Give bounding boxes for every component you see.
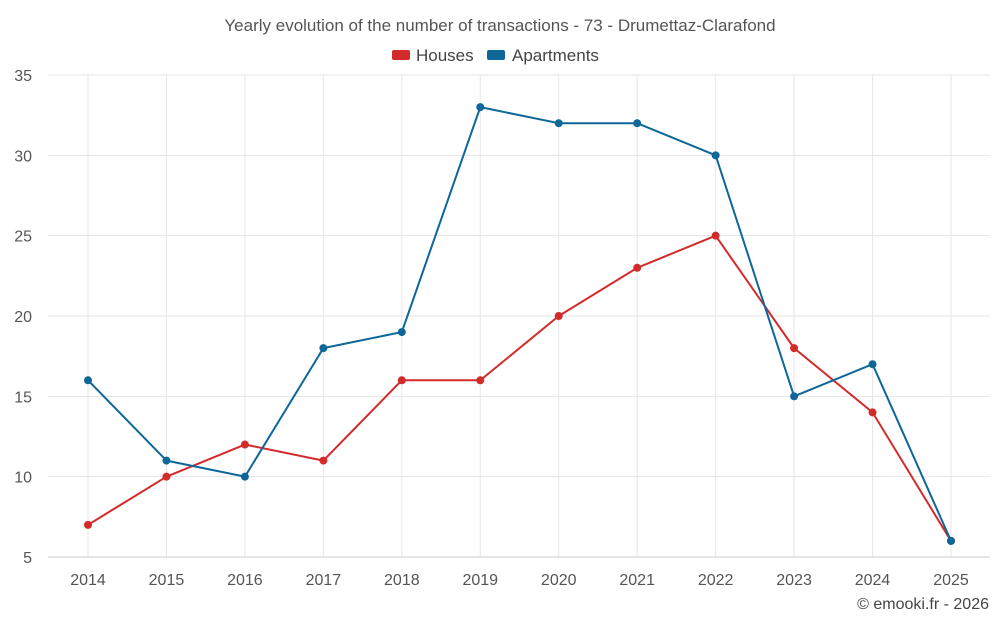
data-point-apartments[interactable] [319, 344, 328, 353]
y-tick-label: 35 [14, 68, 32, 85]
y-tick-label: 10 [14, 470, 32, 487]
data-point-apartments[interactable] [162, 456, 171, 465]
x-tick-label: 2015 [149, 572, 185, 589]
data-point-apartments[interactable] [868, 360, 877, 369]
data-point-apartments[interactable] [711, 151, 720, 160]
data-point-houses[interactable] [162, 472, 171, 481]
legend-item-houses[interactable]: Houses [392, 46, 474, 65]
data-point-houses[interactable] [868, 408, 877, 417]
y-tick-label: 5 [23, 550, 32, 567]
series-line-apartments [87, 106, 952, 542]
y-tick-label: 30 [14, 148, 32, 165]
series-line-houses [87, 234, 952, 542]
data-point-apartments[interactable] [790, 392, 799, 401]
data-point-houses[interactable] [554, 312, 563, 320]
series-lines [87, 106, 952, 542]
legend-swatch-houses [392, 50, 410, 60]
credit: © emooki.fr - 2026 [857, 596, 989, 613]
data-point-houses[interactable] [476, 376, 485, 385]
data-point-apartments[interactable] [476, 103, 485, 112]
x-tick-label: 2023 [776, 572, 812, 589]
legend: Houses Apartments [392, 46, 599, 65]
legend-swatch-apartments [487, 50, 505, 60]
data-point-apartments[interactable] [554, 119, 563, 128]
x-tick-label: 2020 [541, 572, 577, 589]
data-point-houses[interactable] [397, 376, 406, 385]
data-point-apartments[interactable] [240, 472, 249, 481]
data-point-apartments[interactable] [633, 119, 642, 128]
grid [48, 74, 990, 558]
y-tick-label: 20 [14, 309, 32, 326]
chart-title: Yearly evolution of the number of transa… [224, 16, 775, 35]
data-point-houses[interactable] [319, 456, 328, 465]
x-axis-ticks: 2014 2015 2016 2017 2018 2019 2020 2021 2022 2023… [70, 572, 969, 589]
x-tick-label: 2022 [698, 572, 734, 589]
data-point-houses[interactable] [711, 231, 720, 240]
series-points [84, 103, 955, 545]
y-axis-ticks: 5 10 15 20 25 30 35 [14, 68, 32, 567]
data-point-apartments[interactable] [947, 536, 955, 545]
legend-item-apartments[interactable]: Apartments [487, 46, 599, 65]
data-point-apartments[interactable] [397, 328, 406, 337]
y-tick-label: 15 [14, 389, 32, 406]
x-tick-label: 2021 [619, 572, 655, 589]
x-tick-label: 2017 [306, 572, 342, 589]
x-tick-label: 2016 [227, 572, 263, 589]
data-point-houses[interactable] [790, 344, 799, 353]
data-point-houses[interactable] [240, 440, 249, 449]
data-point-houses[interactable] [633, 263, 642, 272]
x-tick-label: 2018 [384, 572, 420, 589]
y-tick-label: 25 [14, 229, 32, 246]
x-tick-label: 2014 [70, 572, 106, 589]
x-tick-label: 2019 [462, 572, 498, 589]
legend-label-apartments: Apartments [512, 46, 599, 65]
data-point-houses[interactable] [84, 520, 92, 529]
legend-label-houses: Houses [416, 46, 474, 65]
data-point-apartments[interactable] [84, 376, 92, 385]
x-tick-label: 2025 [933, 572, 969, 589]
x-tick-label: 2024 [855, 572, 891, 589]
